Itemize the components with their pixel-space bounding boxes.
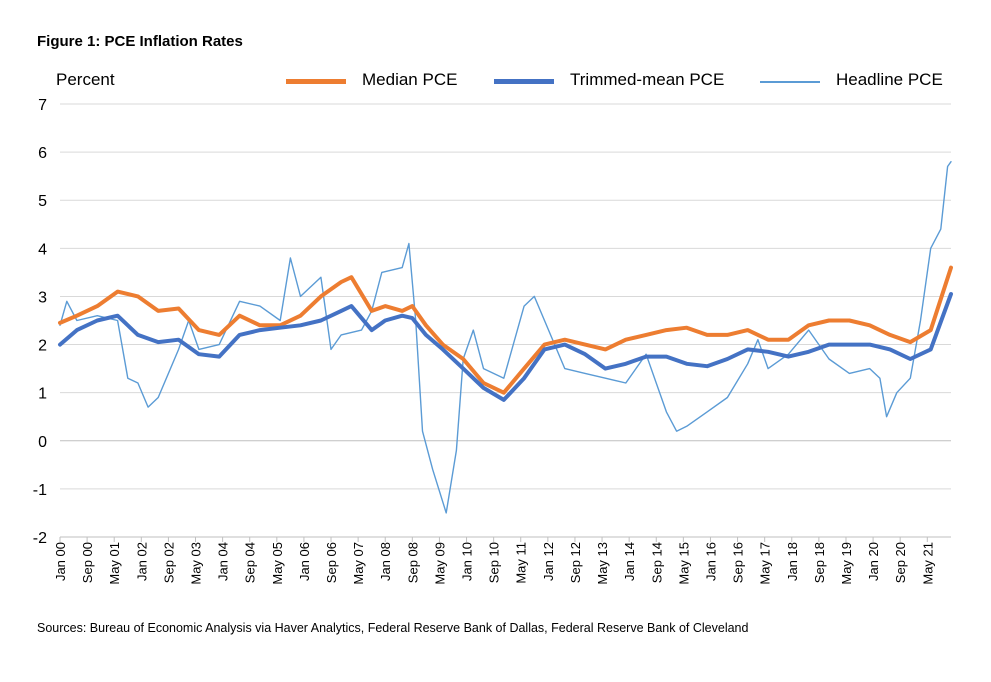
x-tick-label: Jan 00	[53, 542, 68, 581]
x-tick-label: May 13	[595, 542, 610, 585]
x-tick-label: Jan 08	[378, 542, 393, 581]
y-tick-label: 0	[38, 434, 47, 451]
x-tick-label: Sep 18	[812, 542, 827, 583]
x-tick-label: Jan 10	[460, 542, 475, 581]
chart-title: Figure 1: PCE Inflation Rates	[37, 33, 243, 50]
x-tick-label: Sep 14	[649, 542, 664, 583]
legend-swatch-trimmed-mean	[494, 79, 554, 84]
y-tick-label: 6	[38, 145, 47, 162]
x-tick-label: May 03	[189, 542, 204, 585]
x-tick-label: May 01	[107, 542, 122, 585]
x-tick-label: Sep 02	[161, 542, 176, 583]
x-tick-label: Jan 02	[134, 542, 149, 581]
series-line-median-pce	[58, 265, 953, 395]
x-tick-label: Jan 12	[541, 542, 556, 581]
x-tick-label: May 09	[432, 542, 447, 585]
y-tick-label: 4	[38, 241, 47, 258]
legend-swatch-headline	[760, 81, 820, 83]
legend-label-headline: Headline PCE	[836, 70, 943, 89]
x-tick-label: May 17	[758, 542, 773, 585]
y-axis-label: Percent	[56, 70, 115, 89]
x-tick-label: May 11	[514, 542, 529, 584]
y-tick-label: -1	[33, 482, 47, 499]
x-tick-label: Sep 00	[80, 542, 95, 583]
x-tick-label: Jan 06	[297, 542, 312, 581]
x-tick-label: Sep 16	[731, 542, 746, 583]
source-note: Sources: Bureau of Economic Analysis via…	[37, 621, 749, 635]
y-tick-label: -2	[33, 530, 47, 547]
y-tick-label: 2	[38, 338, 47, 355]
legend-label-trimmed-mean: Trimmed-mean PCE	[570, 70, 725, 89]
x-tick-label: Sep 04	[243, 542, 258, 583]
y-tick-label: 7	[38, 97, 47, 114]
x-tick-label: Jan 18	[785, 542, 800, 581]
series-line-trimmed-mean-pce	[58, 292, 953, 402]
x-tick-label: Sep 06	[324, 542, 339, 583]
legend-swatch-median	[286, 79, 346, 84]
series-line-headline-pce	[59, 160, 952, 514]
x-tick-label: May 07	[351, 542, 366, 585]
x-tick-label: Sep 10	[487, 542, 502, 583]
x-tick-label: May 05	[270, 542, 285, 585]
x-tick-label: Jan 14	[622, 542, 637, 581]
x-tick-label: Jan 04	[216, 542, 231, 581]
x-tick-label: Sep 12	[568, 542, 583, 583]
x-tick-label: Jan 16	[703, 542, 718, 581]
x-tick-label: May 15	[676, 542, 691, 585]
x-tick-label: May 19	[839, 542, 854, 585]
y-tick-label: 1	[38, 386, 47, 403]
y-tick-label: 3	[38, 289, 47, 306]
x-tick-label: Jan 20	[866, 542, 881, 581]
x-tick-label: Sep 20	[893, 542, 908, 583]
y-tick-label: 5	[38, 193, 47, 210]
x-tick-label: Sep 08	[405, 542, 420, 583]
x-tick-label: May 21	[920, 542, 935, 585]
legend-label-median: Median PCE	[362, 70, 458, 89]
